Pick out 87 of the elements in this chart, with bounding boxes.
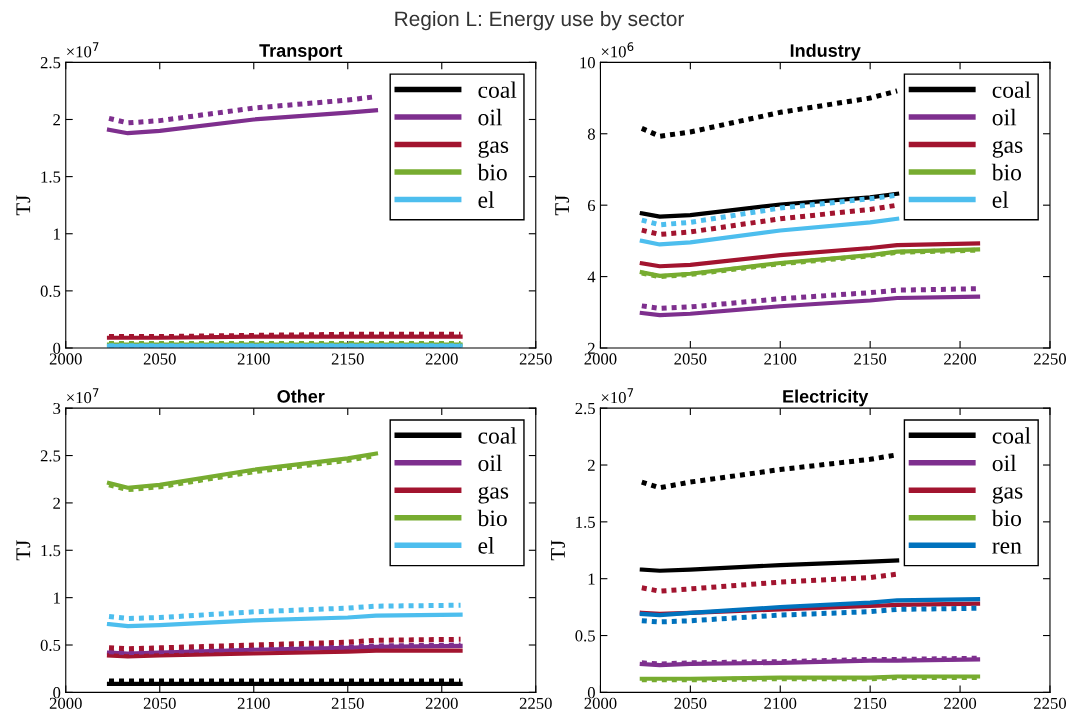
x-tick-label: 2150 [854,353,887,365]
y-axis-title: TJ [555,195,570,216]
legend-label: el [992,191,1009,208]
y-axis-title: TJ [16,195,31,216]
chart-title: Transport [259,44,343,61]
text: Region L: Energy use by sector [395,10,684,31]
legend-label: coal [478,427,517,444]
y-tick-label: 1.5 [576,516,595,528]
x-tick-label: 2200 [944,353,977,365]
y-tick-label: 1.5 [41,171,61,183]
line-series [639,558,900,573]
x-tick-label: 2000 [584,353,617,365]
y-tick-label: 2.5 [40,450,61,462]
x-tick-label: 2250 [1034,353,1066,365]
x-tick-label: 2150 [854,697,887,709]
x-tick-label: 2150 [331,353,364,365]
chart-title: Electricity [783,389,869,407]
line-series [639,294,981,318]
x-tick-label: 2000 [584,697,617,709]
y-tick-label: 2 [587,459,595,471]
line-series [106,108,379,136]
legend-label: coal [992,427,1031,444]
legend-label: el [478,537,495,554]
chart-title: Industry [790,43,861,61]
y-tick-label: 10 [580,57,595,69]
line-series [106,612,463,629]
y-tick-label: 8 [587,128,595,140]
x-tick-label: 2000 [49,697,82,709]
y-tick-label: 0 [53,342,61,354]
x-tick-label: 2100 [764,697,797,709]
y-tick-label: 1 [54,228,60,240]
y-tick-label: 0.5 [575,630,595,642]
x-tick-label: 2250 [519,697,552,709]
legend-label: gas [478,140,509,158]
x-tick-label: 2150 [331,697,364,709]
x-tick-label: 2100 [764,353,797,365]
y-tick-label: 2.5 [40,57,61,69]
y-tick-label: 1 [588,573,595,585]
y-tick-label: 0 [53,687,61,699]
y-tick-label: 2 [53,114,60,126]
line-series [639,241,981,269]
x-tick-label: 2200 [944,697,977,709]
legend-label: bio [991,163,1022,181]
legend-label: oil [992,454,1017,472]
legend-label: gas [992,140,1023,158]
y-tick-label: 4 [587,271,596,283]
legend-label: gas [478,486,509,504]
text: ×10$^{7}$ [67,388,99,404]
y-tick-label: 2 [53,497,60,509]
text: ×10$^{7}$ [67,42,99,58]
x-tick-label: 2050 [143,697,176,709]
legend-label: coal [992,81,1031,98]
y-tick-label: 1 [54,592,60,604]
x-tick-label: 2250 [519,353,552,365]
legend-label: oil [478,108,502,126]
legend-label: coal [478,81,517,98]
x-tick-label: 2250 [1034,697,1066,709]
y-tick-label: 6 [587,199,596,212]
legend-label: oil [992,108,1017,126]
text: ×10$^{7}$ [601,388,634,404]
legend-label: bio [991,509,1022,527]
text: ×10$^{6}$ [601,42,634,58]
y-tick-label: 3 [53,402,61,415]
y-tick-label: 0.5 [40,639,61,652]
y-tick-label: 2 [587,342,595,354]
legend-label: bio [477,509,507,527]
line-series [639,216,900,247]
x-tick-label: 2000 [49,353,82,365]
x-tick-label: 2100 [237,697,270,709]
legend-label: gas [992,486,1023,504]
legend-label: el [478,191,495,208]
x-tick-label: 2100 [237,353,270,365]
x-tick-label: 2200 [425,697,458,709]
x-tick-label: 2050 [674,353,707,365]
x-tick-label: 2050 [674,697,707,709]
legend-label: oil [478,454,502,472]
y-tick-label: 2.5 [575,402,595,415]
chart-title: Other [277,389,325,403]
y-axis-title: TJ [16,540,31,561]
y-tick-label: 0 [587,687,595,699]
y-tick-label: 1.5 [41,545,61,557]
x-tick-label: 2050 [143,353,176,365]
legend-label: ren [992,542,1022,554]
legend-label: bio [477,163,507,181]
y-axis-title: TJ [551,540,565,561]
x-tick-label: 2200 [425,353,458,365]
y-tick-label: 0.5 [40,285,61,297]
